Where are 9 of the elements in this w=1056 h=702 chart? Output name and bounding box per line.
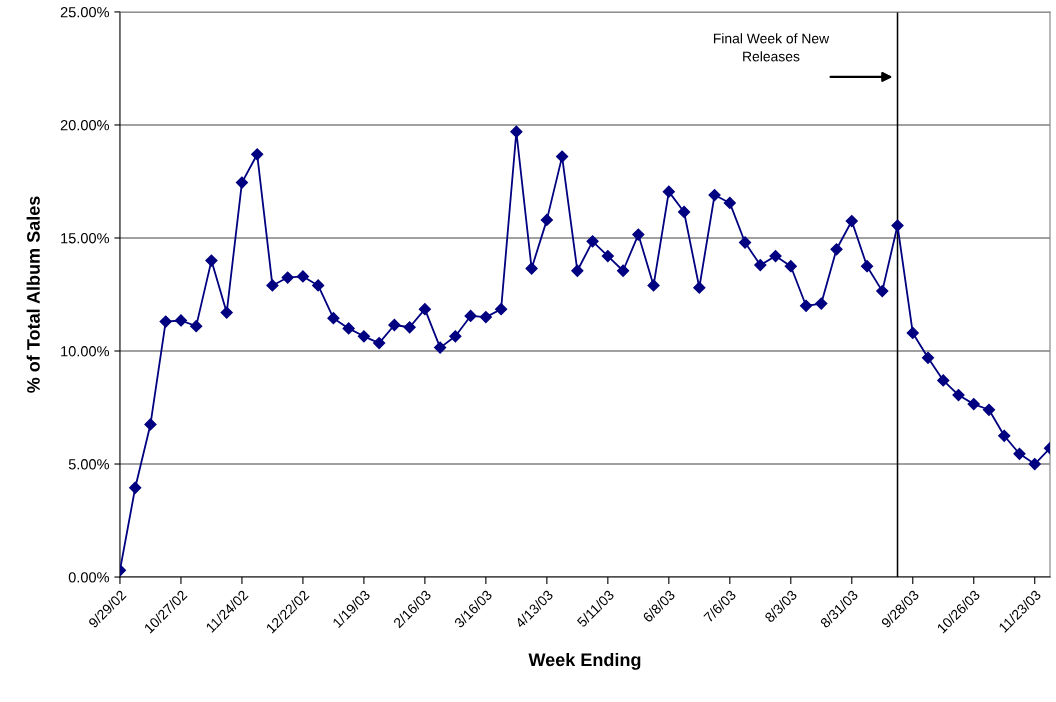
y-tick-label: 25.00% bbox=[60, 7, 110, 18]
y-tick-label: 10.00% bbox=[61, 346, 110, 357]
y-tick-label: 15.00% bbox=[61, 233, 110, 244]
annotation: Final Week of New Releases bbox=[713, 33, 830, 62]
x-axis-title: Week Ending bbox=[528, 652, 641, 670]
y-tick-label: 20.00% bbox=[60, 120, 110, 131]
y-tick-label: 0.00% bbox=[68, 572, 110, 583]
y-axis-title: % of Total Album Sales bbox=[26, 196, 40, 393]
y-tick-label: 5.00% bbox=[68, 459, 110, 470]
